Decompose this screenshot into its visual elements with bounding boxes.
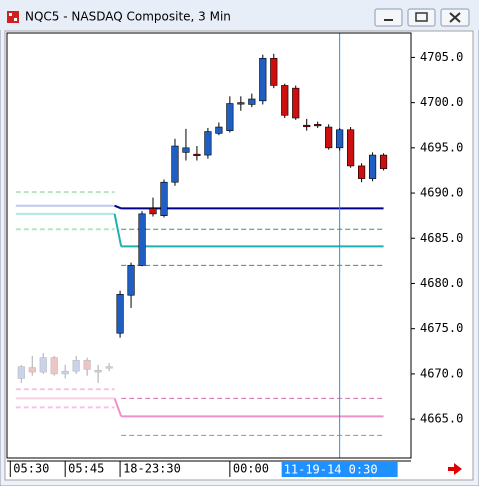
x-tick-label: 18-23:30: [123, 462, 181, 476]
y-tick-label: 4695.0: [420, 140, 463, 154]
y-tick-label: 4690.0: [420, 186, 463, 200]
candle-body: [61, 370, 69, 375]
candle-body: [270, 58, 278, 86]
candle-body: [149, 208, 157, 215]
level-step: [113, 213, 123, 247]
y-tick-label: 4700.0: [420, 95, 463, 109]
close-icon: [449, 12, 461, 23]
candle-body: [28, 367, 36, 373]
app-icon-dot: [14, 18, 17, 21]
y-tick-label: 4685.0: [420, 231, 463, 245]
candle-body: [237, 102, 245, 105]
candle-body: [248, 98, 256, 105]
app-icon-dot: [9, 13, 12, 16]
client-area: [4, 30, 474, 481]
candle-body: [72, 360, 80, 372]
window-title: NQC5 - NASDAQ Composite, 3 Min: [25, 10, 231, 24]
maximize-icon: [415, 12, 428, 22]
candle-body: [116, 294, 124, 334]
candle-body: [379, 154, 388, 169]
candle-body: [138, 213, 146, 266]
candle-body: [105, 366, 113, 369]
candle-body: [182, 147, 190, 153]
candle-body: [347, 129, 355, 167]
cursor-label: 11-19-14 0:30: [284, 463, 378, 477]
scroll-arrow[interactable]: [448, 463, 462, 475]
app-icon: [7, 11, 19, 23]
candle-body: [259, 58, 267, 102]
candle-body: [193, 153, 201, 156]
x-tick-label: 05:45: [68, 462, 104, 476]
candle-body: [314, 124, 322, 127]
y-tick-label: 4705.0: [420, 50, 463, 64]
candle-body: [171, 145, 179, 183]
plot-border: [6, 32, 412, 459]
candle-body: [39, 357, 47, 373]
x-tick-label: 05:30: [13, 462, 49, 476]
candle-body: [336, 129, 344, 149]
level-step: [113, 397, 123, 417]
level-step: [114, 204, 122, 210]
y-tick-label: 4670.0: [420, 366, 463, 380]
y-tick-label: 4675.0: [420, 321, 463, 335]
minimize-button[interactable]: [374, 8, 403, 27]
candle-body: [83, 360, 91, 370]
maximize-button[interactable]: [407, 8, 436, 27]
candle-body: [281, 85, 289, 116]
candle-body: [160, 181, 168, 216]
candle-body: [358, 165, 366, 179]
candle-body: [368, 154, 377, 179]
plot-group: [15, 33, 388, 458]
candle-body: [127, 265, 135, 296]
candle-body: [325, 126, 333, 149]
candle-body: [50, 357, 58, 375]
candle-body: [215, 126, 223, 134]
candle-body: [226, 103, 234, 131]
y-tick-label: 4680.0: [420, 276, 463, 290]
cursor-label-bg: [281, 462, 398, 477]
y-tick-label: 4665.0: [420, 412, 463, 426]
candle-body: [17, 366, 25, 379]
x-tick-label: 00:00: [233, 462, 269, 476]
candle-body: [204, 131, 212, 156]
candle-body: [292, 87, 300, 119]
candle-body: [94, 369, 102, 373]
candle-body: [303, 124, 311, 128]
